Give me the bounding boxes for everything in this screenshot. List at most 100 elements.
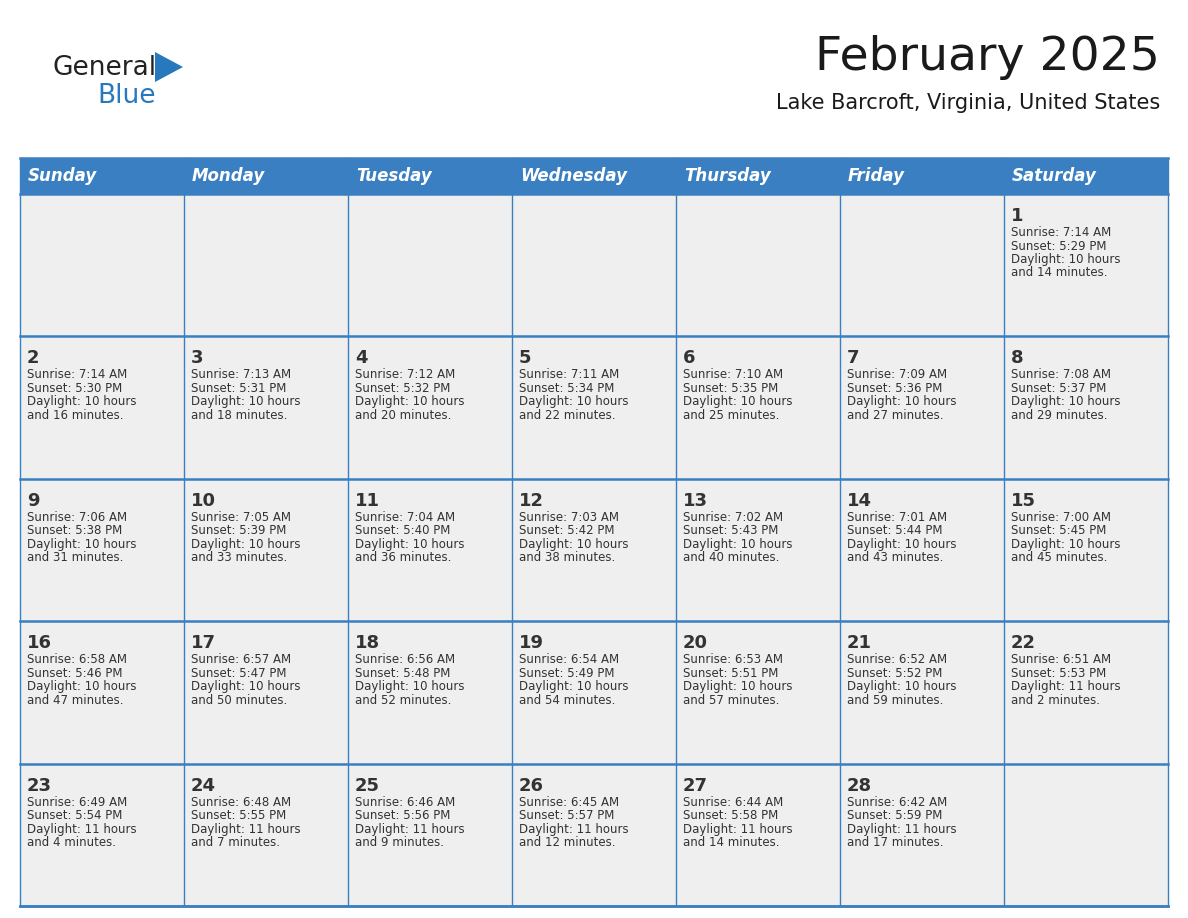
Text: 26: 26 [519,777,544,795]
Text: Sunset: 5:45 PM: Sunset: 5:45 PM [1011,524,1106,537]
Text: 5: 5 [519,350,531,367]
Text: Saturday: Saturday [1012,167,1097,185]
Text: 7: 7 [847,350,859,367]
Text: and 54 minutes.: and 54 minutes. [519,694,615,707]
Text: Sunset: 5:36 PM: Sunset: 5:36 PM [847,382,942,395]
Text: 20: 20 [683,634,708,652]
Text: Sunrise: 7:06 AM: Sunrise: 7:06 AM [27,510,127,524]
Text: Sunrise: 7:01 AM: Sunrise: 7:01 AM [847,510,947,524]
Text: Blue: Blue [97,83,156,109]
Text: and 45 minutes.: and 45 minutes. [1011,552,1107,565]
Text: and 22 minutes.: and 22 minutes. [519,409,615,422]
Bar [1004,336,1168,479]
Text: Sunset: 5:55 PM: Sunset: 5:55 PM [191,809,286,823]
Bar [676,336,840,479]
Bar [512,479,676,621]
Text: 15: 15 [1011,492,1036,509]
Bar [184,336,348,479]
Text: 9: 9 [27,492,39,509]
Text: Sunset: 5:30 PM: Sunset: 5:30 PM [27,382,122,395]
Text: Sunrise: 6:57 AM: Sunrise: 6:57 AM [191,654,291,666]
Text: Sunrise: 6:54 AM: Sunrise: 6:54 AM [519,654,619,666]
Text: 18: 18 [355,634,380,652]
Text: Sunrise: 6:52 AM: Sunrise: 6:52 AM [847,654,947,666]
Text: Daylight: 10 hours: Daylight: 10 hours [519,396,628,409]
Text: and 12 minutes.: and 12 minutes. [519,836,615,849]
Text: 14: 14 [847,492,872,509]
Bar [348,621,512,764]
Text: Sunrise: 6:58 AM: Sunrise: 6:58 AM [27,654,127,666]
Text: and 36 minutes.: and 36 minutes. [355,552,451,565]
Text: and 14 minutes.: and 14 minutes. [1011,266,1107,279]
Text: Monday: Monday [192,167,265,185]
Bar [20,479,184,621]
Bar [184,479,348,621]
Text: 16: 16 [27,634,52,652]
Bar [676,479,840,621]
Text: Thursday: Thursday [684,167,771,185]
Text: Sunrise: 7:00 AM: Sunrise: 7:00 AM [1011,510,1111,524]
Text: 27: 27 [683,777,708,795]
Text: 10: 10 [191,492,216,509]
Text: Daylight: 10 hours: Daylight: 10 hours [27,396,137,409]
Bar [676,194,840,336]
Text: Sunset: 5:48 PM: Sunset: 5:48 PM [355,666,450,679]
Text: Daylight: 10 hours: Daylight: 10 hours [847,680,956,693]
Text: Sunrise: 6:56 AM: Sunrise: 6:56 AM [355,654,455,666]
Text: Daylight: 10 hours: Daylight: 10 hours [27,538,137,551]
Text: and 47 minutes.: and 47 minutes. [27,694,124,707]
Bar [20,194,184,336]
Text: Sunday: Sunday [29,167,97,185]
Text: 12: 12 [519,492,544,509]
Text: Sunrise: 6:48 AM: Sunrise: 6:48 AM [191,796,291,809]
Text: 22: 22 [1011,634,1036,652]
Text: Daylight: 10 hours: Daylight: 10 hours [683,538,792,551]
Text: Daylight: 11 hours: Daylight: 11 hours [1011,680,1120,693]
Text: Sunrise: 7:12 AM: Sunrise: 7:12 AM [355,368,455,381]
Text: and 52 minutes.: and 52 minutes. [355,694,451,707]
Text: Sunrise: 7:03 AM: Sunrise: 7:03 AM [519,510,619,524]
Text: 24: 24 [191,777,216,795]
Text: 28: 28 [847,777,872,795]
Text: Sunrise: 6:51 AM: Sunrise: 6:51 AM [1011,654,1111,666]
Text: and 38 minutes.: and 38 minutes. [519,552,615,565]
Text: Sunset: 5:32 PM: Sunset: 5:32 PM [355,382,450,395]
Bar [20,336,184,479]
Text: and 40 minutes.: and 40 minutes. [683,552,779,565]
Text: Sunset: 5:51 PM: Sunset: 5:51 PM [683,666,778,679]
Text: and 50 minutes.: and 50 minutes. [191,694,287,707]
Bar [348,764,512,906]
Text: Sunset: 5:59 PM: Sunset: 5:59 PM [847,809,942,823]
Text: 2: 2 [27,350,39,367]
Polygon shape [154,52,183,82]
Text: Daylight: 10 hours: Daylight: 10 hours [683,396,792,409]
Text: and 4 minutes.: and 4 minutes. [27,836,116,849]
Text: Sunrise: 7:11 AM: Sunrise: 7:11 AM [519,368,619,381]
Text: and 57 minutes.: and 57 minutes. [683,694,779,707]
Text: Sunset: 5:53 PM: Sunset: 5:53 PM [1011,666,1106,679]
Text: and 27 minutes.: and 27 minutes. [847,409,943,422]
Text: Sunset: 5:31 PM: Sunset: 5:31 PM [191,382,286,395]
Text: 13: 13 [683,492,708,509]
Bar [184,194,348,336]
Text: 11: 11 [355,492,380,509]
Text: Daylight: 10 hours: Daylight: 10 hours [191,680,301,693]
Bar [1004,764,1168,906]
Text: 8: 8 [1011,350,1024,367]
Text: Daylight: 10 hours: Daylight: 10 hours [191,396,301,409]
Text: February 2025: February 2025 [815,36,1159,81]
Bar [840,621,1004,764]
Text: and 14 minutes.: and 14 minutes. [683,836,779,849]
Bar [348,479,512,621]
Text: Daylight: 10 hours: Daylight: 10 hours [1011,538,1120,551]
Text: Sunrise: 7:05 AM: Sunrise: 7:05 AM [191,510,291,524]
Text: Daylight: 10 hours: Daylight: 10 hours [355,680,465,693]
Text: Daylight: 11 hours: Daylight: 11 hours [847,823,956,835]
Text: and 9 minutes.: and 9 minutes. [355,836,444,849]
Text: Sunrise: 6:46 AM: Sunrise: 6:46 AM [355,796,455,809]
Text: Daylight: 10 hours: Daylight: 10 hours [191,538,301,551]
Bar [512,336,676,479]
Bar [840,194,1004,336]
Text: Daylight: 11 hours: Daylight: 11 hours [191,823,301,835]
Text: and 29 minutes.: and 29 minutes. [1011,409,1107,422]
